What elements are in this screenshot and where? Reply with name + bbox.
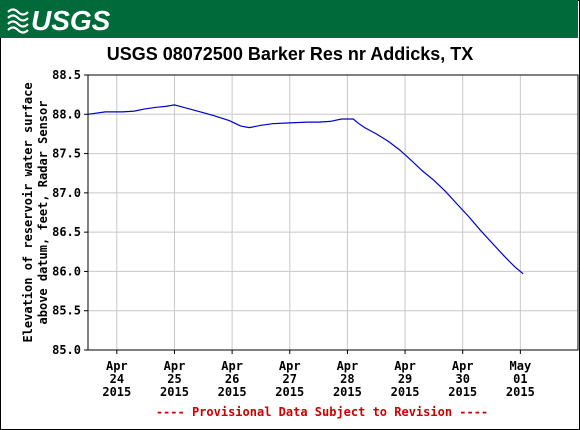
- usgs-logo-text: USGS: [31, 5, 111, 34]
- x-tick-label-line: 2015: [160, 385, 189, 399]
- y-axis-title-line: Elevation of reservoir water surface: [21, 82, 35, 342]
- x-tick-label-line: 27: [283, 372, 297, 386]
- y-axis-title-line: above datum, feet, Radar Sensor: [36, 101, 50, 325]
- series-group: [87, 104, 524, 275]
- x-tick-label-line: 2015: [102, 385, 131, 399]
- y-tick-label: 85.0: [52, 343, 81, 357]
- y-tick-label: 88.0: [52, 107, 81, 121]
- x-tick-label-line: 2015: [333, 385, 362, 399]
- y-axis-title: Elevation of reservoir water surfaceabov…: [21, 82, 50, 342]
- x-tick-label-line: Apr: [164, 359, 186, 373]
- provisional-footnote: ---- Provisional Data Subject to Revisio…: [156, 405, 488, 419]
- usgs-header-band: USGS: [0, 0, 578, 38]
- x-tick-label: Apr 27 2015: [275, 359, 304, 399]
- x-tick-label-line: Apr: [394, 359, 416, 373]
- x-tick-label-line: 2015: [218, 385, 247, 399]
- x-tick-label-line: 30: [455, 372, 469, 386]
- y-tick-label: 88.5: [52, 68, 81, 82]
- x-tick-label-line: Apr: [221, 359, 243, 373]
- y-axis-ticks: 85.0 85.5 86.0 86.5 87.0 87.5 88.0 88.5: [52, 68, 88, 357]
- x-tick-label: May 01 2015: [506, 359, 535, 399]
- x-tick-label-line: Apr: [452, 359, 474, 373]
- y-tick-label: 86.0: [52, 264, 81, 278]
- x-tick-label-line: May: [510, 359, 532, 373]
- x-tick-label: Apr 29 2015: [391, 359, 420, 399]
- grid-lines: [88, 75, 578, 350]
- x-tick-label-line: 29: [398, 372, 412, 386]
- y-axis-label: Elevation of reservoir water surfaceabov…: [21, 82, 50, 342]
- chart-title: USGS 08072500 Barker Res nr Addicks, TX: [107, 44, 474, 64]
- y-tick-label: 87.5: [52, 147, 81, 161]
- x-tick-label-line: 01: [513, 372, 527, 386]
- x-tick-label-line: Apr: [279, 359, 301, 373]
- y-tick-label: 85.5: [52, 304, 81, 318]
- x-tick-label-line: 2015: [275, 385, 304, 399]
- x-tick-label-line: Apr: [106, 359, 128, 373]
- x-tick-label-line: 26: [225, 372, 239, 386]
- y-tick-label: 86.5: [52, 225, 81, 239]
- usgs-logo[interactable]: USGS: [6, 4, 136, 34]
- x-tick-label: Apr 24 2015: [102, 359, 131, 399]
- usgs-logo-wave-icon: [7, 8, 29, 34]
- x-tick-label-line: Apr: [337, 359, 359, 373]
- x-tick-label: Apr 26 2015: [218, 359, 247, 399]
- y-tick-label: 87.0: [52, 186, 81, 200]
- x-tick-label: Apr 30 2015: [448, 359, 477, 399]
- x-tick-label: Apr 28 2015: [333, 359, 362, 399]
- x-tick-label-line: 2015: [448, 385, 477, 399]
- x-tick-label-line: 28: [340, 372, 354, 386]
- series-line: [87, 104, 524, 275]
- x-tick-label-line: 25: [167, 372, 181, 386]
- x-tick-label-line: 24: [110, 372, 124, 386]
- x-tick-label-line: 2015: [391, 385, 420, 399]
- plot-area-border: [87, 74, 579, 351]
- x-tick-label: Apr 25 2015: [160, 359, 189, 399]
- x-tick-label-line: 2015: [506, 385, 535, 399]
